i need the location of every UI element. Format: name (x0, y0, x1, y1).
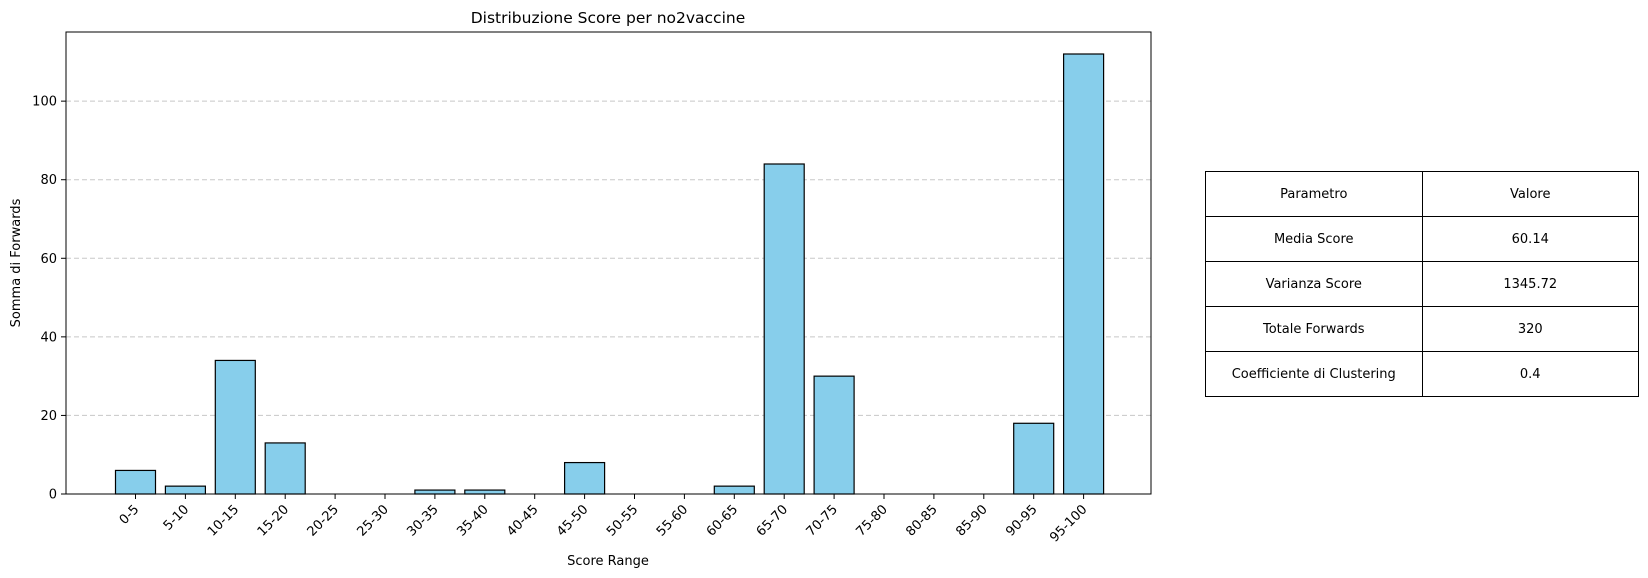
y-tick-label: 60 (40, 252, 57, 267)
bar-10-15 (214, 359, 256, 495)
bar-95-100 (1062, 53, 1105, 495)
y-tick-label: 80 (40, 173, 57, 188)
bar-70-75 (813, 375, 855, 495)
bar-5-10 (164, 485, 206, 495)
plot-frame (65, 31, 1152, 495)
bar-35-40 (464, 489, 506, 495)
x-tick-label: 55-60 (654, 502, 691, 539)
x-tick-label: 85-90 (953, 502, 990, 539)
x-tick-label: 95-100 (1047, 502, 1090, 545)
table-cell-value: 60.14 (1421, 216, 1639, 262)
x-tick-label: 65-70 (754, 502, 791, 539)
x-axis: 0-5 5-10 10-15 15-20 20-25 25-30 30-35 35-40 40-… (117, 494, 1090, 545)
bar-90-95 (1013, 422, 1055, 495)
x-tick-label: 10-15 (205, 502, 242, 539)
table-cell-value: 320 (1421, 306, 1639, 352)
y-tick-label: 100 (32, 95, 57, 110)
x-tick-label: 15-20 (255, 502, 292, 539)
table-row: Media Score 60.14 (1205, 216, 1639, 262)
bar-60-65 (713, 485, 755, 495)
stats-table: Parametro Valore Media Score 60.14 Varianza … (1205, 171, 1639, 397)
x-tick-label: 75-80 (854, 502, 891, 539)
x-tick-label: 40-45 (504, 502, 541, 539)
x-tick-label: 30-35 (404, 502, 441, 539)
x-tick-label: 80-85 (903, 502, 940, 539)
y-tick-label: 0 (49, 488, 57, 503)
x-tick-label: 45-50 (554, 502, 591, 539)
bar-30-35 (414, 489, 456, 495)
x-tick-label: 90-95 (1003, 502, 1040, 539)
x-tick-label: 50-55 (604, 502, 641, 539)
table-cell-parameter: Coefficiente di Clustering (1205, 351, 1423, 397)
x-tick-label: 0-5 (117, 502, 143, 528)
table-cell-value: 1345.72 (1421, 261, 1639, 307)
table-cell-parameter: Parametro (1205, 171, 1423, 217)
x-tick-label: 70-75 (804, 502, 841, 539)
table-cell-value: 0.4 (1421, 351, 1639, 397)
table-header-row: Parametro Valore (1205, 171, 1639, 217)
y-axis-label: Somma di Forwards (9, 198, 24, 327)
x-tick-label: 25-30 (355, 502, 392, 539)
table-cell-parameter: Varianza Score (1205, 261, 1423, 307)
y-tick-label: 40 (40, 330, 57, 345)
x-tick-label: 20-25 (305, 502, 342, 539)
x-axis-label: Score Range (567, 554, 649, 569)
bar-45-50 (563, 461, 606, 495)
x-tick-label: 5-10 (161, 502, 192, 533)
y-tick-label: 20 (40, 409, 57, 424)
x-tick-label: 60-65 (704, 502, 741, 539)
table-cell-value: Valore (1421, 171, 1639, 217)
bar-65-70 (763, 163, 805, 495)
chart-title: Distribuzione Score per no2vaccine (471, 9, 746, 27)
y-axis: 0 20 40 60 80 100 (32, 95, 66, 503)
bar-15-20 (264, 442, 306, 495)
table-row: Varianza Score 1345.72 (1205, 261, 1639, 307)
table-row: Totale Forwards 320 (1205, 306, 1639, 352)
x-tick-label: 35-40 (454, 502, 491, 539)
table-cell-parameter: Totale Forwards (1205, 306, 1423, 352)
bars (114, 53, 1105, 495)
table-row: Coefficiente di Clustering 0.4 (1205, 351, 1639, 397)
bar-0-5 (114, 469, 157, 495)
table-cell-parameter: Media Score (1205, 216, 1423, 262)
